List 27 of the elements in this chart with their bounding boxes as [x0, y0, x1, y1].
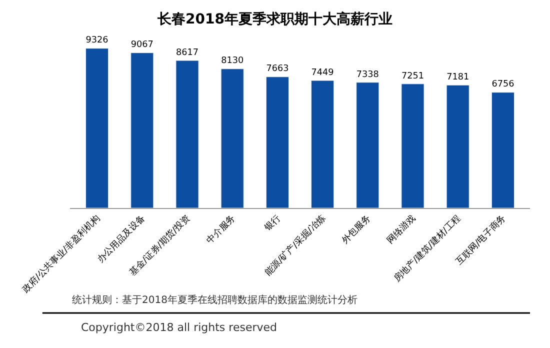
bar: [356, 82, 380, 208]
bar: [446, 84, 470, 208]
bar: [130, 52, 154, 208]
x-tick-label: 网络游戏: [384, 212, 418, 246]
x-tick-label: 外包服务: [340, 212, 373, 246]
data-label: 7449: [311, 68, 334, 78]
data-label: 7338: [356, 70, 380, 80]
data-label: 8130: [221, 56, 244, 66]
bar: [401, 84, 424, 208]
chart-title: 长春2018年夏季求职期十大高薪行业: [156, 10, 392, 28]
text: 统计规则：基于2018年夏季在线招聘数据库的数据监测统计分析: [72, 294, 358, 306]
text: Copyright©2018 all rights reserved: [81, 321, 277, 334]
data-label: 8617: [176, 48, 199, 58]
bar: [266, 76, 289, 208]
data-label: 7663: [266, 64, 289, 74]
bar: [176, 60, 199, 208]
data-label: 9067: [130, 40, 154, 50]
data-label: 7181: [446, 72, 470, 82]
bar: [220, 68, 244, 208]
data-label: 9326: [86, 36, 109, 46]
bar: [311, 80, 334, 208]
x-tick-label: 银行: [262, 212, 283, 234]
data-label: 7251: [401, 71, 424, 82]
bar: [86, 48, 109, 208]
data-label: 6756: [492, 80, 515, 90]
bar: [491, 92, 514, 208]
x-tick-label: 中介服务: [204, 212, 238, 246]
